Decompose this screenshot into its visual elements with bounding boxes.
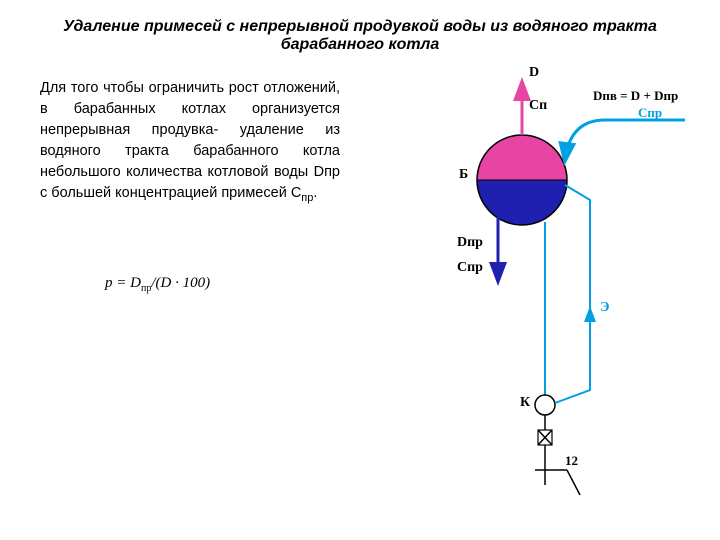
diagram: D Сп Б Dпв = D + Dпр Спр Dпр Спр Э К 12 — [395, 65, 695, 525]
riser-pipe — [555, 185, 590, 403]
formula-sub1: пр — [141, 283, 151, 294]
formula-mid: /(D · 100) — [151, 275, 210, 291]
paragraph-sub: пр — [301, 192, 313, 204]
label-e: Э — [600, 300, 610, 316]
feedwater-arrow — [565, 120, 685, 160]
label-d: D — [529, 65, 539, 81]
label-b: Б — [459, 167, 468, 183]
label-dpr: Dпр — [457, 235, 483, 251]
label-cpr: Спр — [457, 260, 483, 276]
branch-12-slope — [567, 470, 580, 495]
formula-p: p = D — [105, 275, 141, 291]
body-paragraph: Для того чтобы ограничить рост отложений… — [40, 78, 340, 207]
label-cn: Сп — [529, 98, 547, 114]
label-12: 12 — [565, 453, 578, 469]
paragraph-end: . — [313, 185, 317, 201]
diagram-svg — [395, 65, 695, 525]
label-dpv: Dпв = D + Dпр — [593, 88, 678, 104]
formula: p = Dпр/(D · 100) — [105, 275, 210, 294]
page-title: Удаление примесей с непрерывной продувко… — [40, 18, 680, 54]
label-cpv: Спр — [638, 105, 662, 121]
label-k: К — [520, 395, 530, 411]
valve-x — [538, 430, 552, 445]
paragraph-text: Для того чтобы ограничить рост отложений… — [40, 80, 340, 201]
collector-k — [535, 395, 555, 415]
